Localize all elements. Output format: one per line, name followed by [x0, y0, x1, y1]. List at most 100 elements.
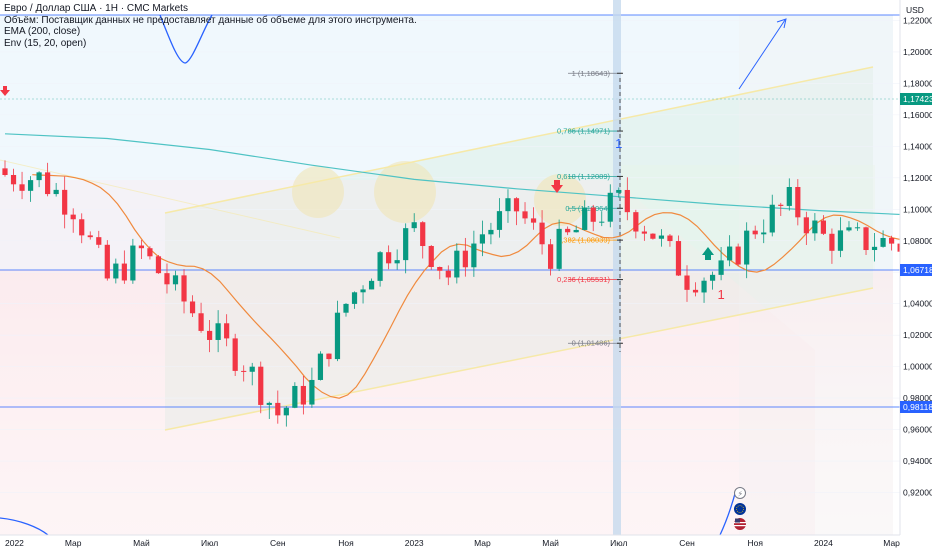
price-tick-label: 1,00000 — [903, 362, 932, 372]
candle — [368, 280, 375, 290]
candle — [479, 234, 485, 244]
candle — [232, 338, 238, 371]
candle — [19, 184, 25, 191]
price-tick-label: 1,14000 — [903, 141, 932, 151]
candle — [27, 180, 34, 191]
time-tick-label: Май — [542, 538, 559, 548]
envelope-legend-label: Env (15, 20, open) — [4, 37, 87, 49]
price-tick-label: 1,12000 — [903, 173, 932, 183]
volume-note: Объём: Поставщик данных не предоставляет… — [4, 14, 417, 26]
candle — [769, 204, 775, 233]
highlight-circle — [292, 166, 344, 218]
candle — [283, 407, 289, 416]
ema-legend-label: EMA (200, close) — [4, 26, 81, 37]
candle — [633, 212, 639, 232]
candle — [198, 313, 204, 331]
candle — [104, 244, 110, 279]
candle — [684, 275, 690, 290]
candle — [709, 274, 716, 281]
candle — [829, 233, 835, 251]
candle — [138, 245, 144, 249]
candle — [548, 244, 554, 269]
candle — [880, 237, 886, 247]
candle — [889, 237, 895, 244]
time-tick-label: Сен — [679, 538, 695, 548]
projection-arrow-head — [776, 18, 787, 29]
oscillator-curve-bottom — [0, 517, 49, 536]
fib-level-label: 0,382 (1,08039) — [557, 236, 610, 245]
candle — [215, 323, 221, 340]
time-tick-label: Ноя — [747, 538, 763, 548]
fib-level-label: 1 (1,18643) — [572, 69, 611, 78]
time-tick-label: 2023 — [405, 538, 424, 548]
candle — [573, 229, 579, 233]
candle — [607, 192, 613, 222]
mid-level-value: 1,06718 — [903, 265, 932, 275]
eu-flag-icon[interactable] — [734, 503, 746, 515]
candle — [454, 250, 460, 278]
red-down-arrow-icon — [551, 180, 563, 193]
candle — [513, 198, 520, 212]
candle — [317, 353, 324, 380]
us-flag-stripe — [734, 525, 746, 527]
candle — [70, 214, 76, 220]
candle — [778, 204, 784, 206]
candle — [727, 246, 733, 261]
candle — [871, 246, 878, 251]
candle — [675, 241, 682, 276]
price-tick-label: 0,96000 — [903, 425, 932, 435]
time-tick-label: Июл — [610, 538, 627, 548]
time-axis[interactable]: 2022 Мар Май Июл Сен Ноя 2023 Мар Май Июл Сен Ноя 20… — [5, 538, 932, 548]
candle — [164, 273, 170, 285]
candle — [488, 229, 494, 235]
future-shade — [739, 15, 893, 535]
currency-label: USD — [906, 5, 924, 15]
vertical-marker-band — [613, 0, 621, 535]
candle — [224, 323, 230, 339]
candle — [667, 235, 673, 242]
candle — [437, 266, 443, 271]
channel-fill — [165, 67, 873, 430]
lightning-icon[interactable] — [734, 487, 746, 499]
price-tick-label: 0,98000 — [903, 393, 932, 403]
time-axis-background — [0, 535, 932, 550]
candle — [326, 353, 332, 360]
fibonacci-retracement[interactable]: 1 (1,18643) 0,786 (1,14971) 0,618 (1,12089… — [557, 69, 623, 348]
candle — [155, 256, 162, 274]
us-flag-canton — [735, 518, 740, 523]
candle — [351, 292, 358, 304]
grid-lines — [0, 20, 900, 493]
candle — [496, 211, 503, 230]
price-tick-label: 1,02000 — [903, 330, 932, 340]
candle — [10, 174, 17, 185]
candle — [761, 232, 767, 235]
red-down-arrow-icon — [0, 86, 10, 96]
us-flag-stripe — [734, 522, 746, 524]
time-tick-label: Мар — [883, 538, 900, 548]
candle — [599, 221, 605, 223]
candle — [96, 237, 102, 245]
candle — [2, 168, 8, 175]
candle — [556, 228, 562, 269]
candle — [428, 246, 434, 267]
eu-flag-ring — [736, 505, 744, 513]
time-tick-label: Сен — [270, 538, 286, 548]
teal-up-arrow-icon — [702, 247, 714, 260]
price-tick-label: 1,10000 — [903, 204, 932, 214]
candle — [854, 227, 861, 229]
candle — [79, 219, 85, 236]
candle — [394, 260, 400, 264]
channel-upper-line — [164, 66, 874, 214]
event-icons[interactable]: ⚡ — [734, 487, 746, 531]
projection-arrow-line — [738, 19, 786, 90]
candle — [539, 222, 545, 245]
candle — [837, 230, 844, 251]
time-tick-label: Май — [133, 538, 150, 548]
highlight-circle — [534, 174, 586, 226]
candle — [189, 301, 196, 314]
ema-200-line — [4, 133, 932, 217]
candle — [582, 207, 588, 230]
candle — [53, 189, 59, 195]
candle — [172, 275, 179, 285]
